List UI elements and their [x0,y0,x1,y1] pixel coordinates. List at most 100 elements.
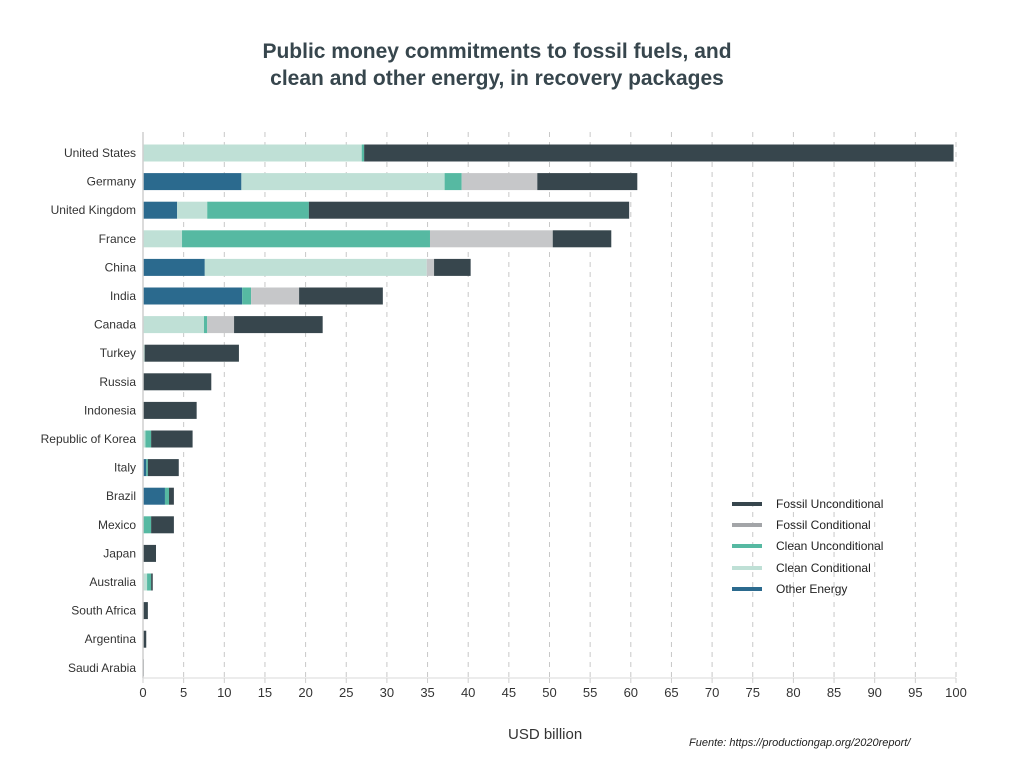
x-tick-label: 60 [624,685,638,700]
bar-segment-clean-conditional [143,316,204,334]
legend-swatch [732,501,762,506]
category-label: Saudi Arabia [68,661,136,675]
x-tick-label: 25 [339,685,353,700]
bar-segment-fossil-unconditional [234,316,323,334]
bar-segment-clean-unconditional [203,316,208,334]
bar-segment-clean-conditional [241,173,445,191]
x-tick-label: 15 [258,685,272,700]
bar-segment-other-energy [143,258,205,276]
bar-segment-clean-conditional [204,258,427,276]
legend-label: Clean Unconditional [776,539,884,554]
legend-item: Fossil Conditional [732,514,883,535]
bar-segment-fossil-unconditional [143,544,157,562]
legend-item: Clean Unconditional [732,536,883,557]
bar-segment-clean-conditional [143,230,183,248]
bar-segment-other-energy [143,287,243,305]
category-label: Indonesia [84,403,136,417]
legend-label: Fossil Unconditional [776,496,884,511]
bar-segment-other-energy [143,173,242,191]
x-tick-label: 70 [705,685,719,700]
bar-segment-fossil-unconditional [537,173,638,191]
x-tick-label: 5 [180,685,187,700]
x-tick-label: 35 [420,685,434,700]
category-label: China [105,260,137,274]
chart-title-line-1: Public money commitments to fossil fuels… [262,40,732,63]
x-axis-ticks: 0 5 10 15 20 25 30 35 40 45 50 55 60 65 70 75 80 85 90 95 10… [139,678,967,700]
bar-segment-other-energy [143,459,147,477]
legend-item: Fossil Unconditional [732,493,883,514]
bar-segment-clean-conditional [143,430,146,448]
bar-segment-fossil-unconditional [151,516,174,534]
bar-segment-fossil-unconditional [151,430,193,448]
bar-segment-fossil-unconditional [169,487,174,505]
category-label: Russia [99,375,136,389]
category-label: Canada [94,318,136,332]
bar-segment-fossil-unconditional [552,230,612,248]
gridlines [183,132,957,678]
category-label: Japan [103,546,136,560]
bar-segment-fossil-unconditional [299,287,383,305]
x-tick-label: 85 [827,685,841,700]
bar-segment-clean-unconditional [146,459,148,477]
category-label: United States [64,146,136,160]
bar-segment-clean-unconditional [145,430,152,448]
x-tick-label: 40 [461,685,475,700]
category-label: France [99,232,137,246]
bars [143,144,954,677]
x-axis-label: USD billion [508,726,583,743]
legend: Fossil Unconditional Fossil Conditional Cl… [732,493,883,599]
bar-segment-fossil-unconditional [143,630,147,648]
bar-segment-clean-conditional [143,344,145,362]
bar-segment-clean-unconditional [207,201,309,219]
x-tick-label: 20 [298,685,312,700]
bar-segment-other-energy [143,487,165,505]
legend-swatch [732,522,762,527]
bar-segment-fossil-unconditional [147,459,179,477]
x-tick-label: 55 [583,685,597,700]
bar-segment-clean-unconditional [143,516,152,534]
x-tick-label: 80 [786,685,800,700]
category-labels: United States Germany United Kingdom France… [41,146,137,675]
x-tick-label: 45 [502,685,516,700]
category-label: Turkey [100,346,136,360]
x-tick-label: 100 [945,685,967,700]
x-tick-label: 30 [380,685,394,700]
legend-label: Other Energy [776,581,848,596]
x-tick-label: 0 [139,685,146,700]
category-label: India [110,289,136,303]
bar-segment-clean-conditional [143,144,362,162]
bar-segment-clean-unconditional [361,144,365,162]
bar-segment-fossil-unconditional [143,373,212,391]
bar-segment-fossil-unconditional [143,602,148,620]
bar-segment-fossil-conditional [429,230,553,248]
legend-swatch [732,565,762,570]
category-label: Italy [114,461,136,475]
legend-label: Fossil Conditional [776,517,871,532]
x-tick-label: 95 [908,685,922,700]
bar-segment-clean-unconditional [147,573,152,591]
category-label: Republic of Korea [41,432,137,446]
bar-segment-clean-unconditional [182,230,430,248]
x-tick-label: 90 [867,685,881,700]
bar-segment-clean-unconditional [242,287,252,305]
category-label: United Kingdom [51,203,136,217]
bar-segment-fossil-unconditional [151,573,153,591]
x-tick-label: 75 [746,685,760,700]
legend-swatch [732,544,762,549]
category-label: Australia [89,575,136,589]
bar-segment-fossil-conditional [207,316,235,334]
chart-title: Public money commitments to fossil fuels… [0,38,994,92]
bar-segment-fossil-unconditional [434,258,471,276]
bar-segment-fossil-unconditional [364,144,954,162]
category-label: Mexico [98,518,136,532]
source-note: Fuente: https://productiongap.org/2020re… [689,737,911,749]
legend-label: Clean Conditional [776,560,871,575]
bar-segment-fossil-unconditional [143,401,197,419]
legend-swatch [732,586,762,591]
x-tick-label: 10 [217,685,231,700]
chart-title-line-2: clean and other energy, in recovery pack… [270,67,724,90]
x-tick-label: 50 [542,685,556,700]
bar-segment-clean-conditional [143,573,148,591]
x-tick-label: 65 [664,685,678,700]
